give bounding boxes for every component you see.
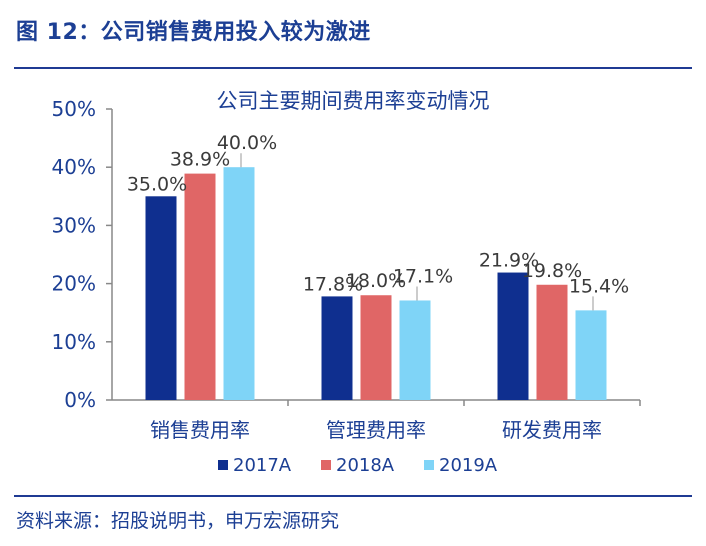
bar-2019A-1 (223, 167, 255, 400)
y-tick-label: 50% (52, 97, 96, 121)
bar-2017A-1 (145, 196, 177, 400)
y-tick-label: 0% (64, 388, 96, 412)
bar-2018A-2 (360, 295, 392, 400)
y-tick-label: 40% (52, 155, 96, 179)
bottom-divider (14, 495, 692, 497)
bar-2019A-3 (575, 310, 607, 400)
data-label: 17.8% (303, 273, 363, 295)
chart-title: 公司主要期间费用率变动情况 (217, 89, 490, 113)
bar-2017A-2 (321, 296, 353, 400)
y-tick-label: 10% (52, 330, 96, 354)
data-label: 17.1% (393, 265, 453, 287)
data-label: 38.9% (170, 149, 230, 171)
x-category-label: 管理费用率 (326, 418, 426, 442)
top-divider (14, 67, 692, 69)
data-label: 40.0% (217, 132, 277, 154)
legend-swatch-2019A (424, 460, 434, 470)
legend-label-2017A: 2017A (233, 455, 292, 476)
bar-2017A-3 (497, 272, 529, 400)
bar-2018A-1 (184, 173, 216, 400)
data-label: 35.0% (127, 173, 187, 195)
legend-swatch-2018A (321, 460, 331, 470)
x-category-label: 研发费用率 (502, 418, 602, 442)
legend-label-2018A: 2018A (336, 455, 395, 476)
data-label: 19.8% (522, 260, 582, 282)
legend-label-2019A: 2019A (439, 455, 498, 476)
source-note: 资料来源：招股说明书，申万宏源研究 (16, 510, 340, 532)
bar-chart: 公司主要期间费用率变动情况 0% 10% 20% 30% 40% 50% 销售费用率 管理费用… (52, 89, 641, 476)
data-label: 21.9% (479, 250, 539, 272)
legend-swatch-2017A (218, 460, 228, 470)
data-label: 15.4% (569, 275, 629, 297)
x-category-label: 销售费用率 (150, 418, 250, 442)
bar-2018A-3 (536, 284, 568, 400)
y-tick-label: 20% (52, 272, 96, 296)
y-tick-label: 30% (52, 213, 96, 237)
bar-2019A-2 (399, 300, 431, 400)
figure-title: 图 12：公司销售费用投入较为激进 (16, 20, 371, 45)
data-label: 18.0% (346, 270, 406, 292)
